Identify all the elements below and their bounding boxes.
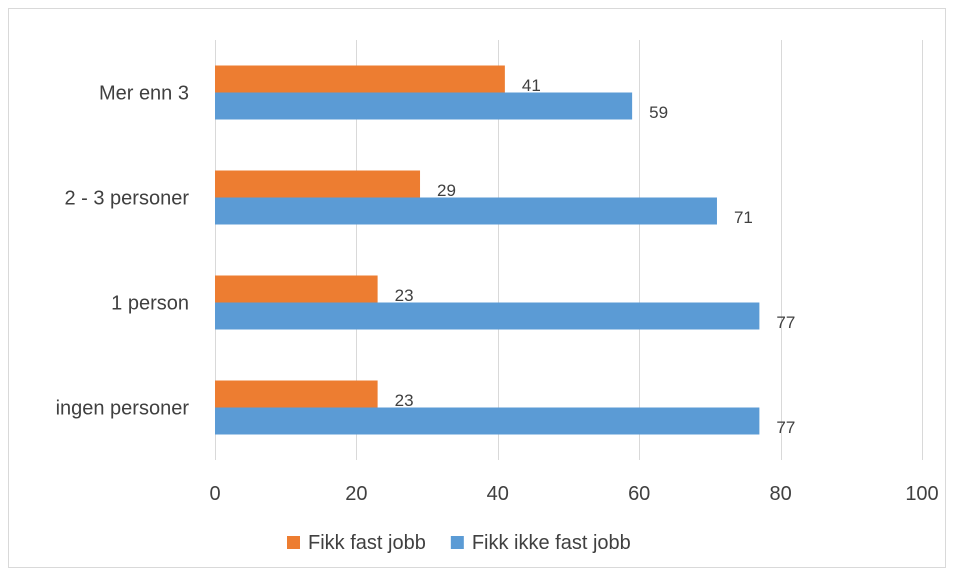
data-label: 29	[437, 181, 456, 200]
x-tick-label: 40	[487, 483, 509, 505]
data-label: 77	[776, 313, 795, 332]
bar-fikk-ikke-fast-jobb	[215, 407, 760, 435]
legend-label: Fikk fast jobb	[308, 532, 426, 554]
x-tick-label: 0	[209, 483, 220, 505]
data-label: 71	[734, 208, 753, 227]
legend-swatch	[287, 536, 300, 549]
category-label: Mer enn 3	[99, 83, 189, 105]
x-tick-labels: 0 20 40 60 80 100	[209, 483, 938, 505]
data-label: 59	[649, 103, 668, 122]
data-label: 77	[776, 418, 795, 437]
bar-fikk-fast-jobb	[215, 380, 378, 408]
bar-fikk-fast-jobb	[215, 170, 421, 198]
x-tick-label: 100	[905, 483, 938, 505]
category-labels: ingen personer 1 person 2 - 3 personer Mer …	[56, 83, 190, 420]
data-label: 41	[522, 76, 541, 95]
category-label: 1 person	[111, 293, 189, 315]
data-labels: 23 77 23 77 29 71 41 59	[395, 76, 796, 437]
legend-swatch	[450, 536, 464, 549]
bar-fikk-fast-jobb	[215, 275, 378, 303]
category-label: ingen personer	[56, 398, 190, 420]
bar-fikk-ikke-fast-jobb	[215, 302, 760, 330]
x-tick-label: 20	[345, 483, 367, 505]
x-tick-label: 80	[769, 483, 791, 505]
bar-fikk-ikke-fast-jobb	[215, 92, 633, 120]
bars	[215, 65, 760, 435]
legend: Fikk fast jobb Fikk ikke fast jobb	[287, 532, 631, 554]
x-tick-label: 60	[628, 483, 650, 505]
category-label: 2 - 3 personer	[64, 188, 189, 210]
data-label: 23	[395, 286, 414, 305]
legend-label: Fikk ikke fast jobb	[472, 532, 631, 554]
bar-fikk-fast-jobb	[215, 65, 505, 93]
data-label: 23	[395, 391, 414, 410]
bar-fikk-ikke-fast-jobb	[215, 197, 717, 225]
